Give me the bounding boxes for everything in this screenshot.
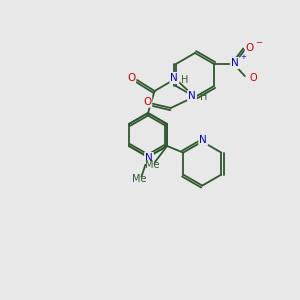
Text: O: O (246, 43, 254, 53)
Text: O: O (127, 73, 135, 83)
Text: N: N (231, 58, 239, 68)
Text: N: N (145, 153, 153, 163)
Text: O: O (143, 97, 151, 106)
Text: N: N (200, 135, 207, 145)
Text: H: H (181, 75, 189, 85)
Text: Me: Me (132, 174, 147, 184)
Text: O: O (249, 73, 257, 83)
Text: +: + (240, 54, 246, 60)
Text: −: − (255, 38, 262, 47)
Text: N: N (170, 73, 178, 83)
Text: Me: Me (145, 160, 159, 170)
Text: N: N (188, 91, 196, 101)
Text: H: H (200, 92, 207, 102)
